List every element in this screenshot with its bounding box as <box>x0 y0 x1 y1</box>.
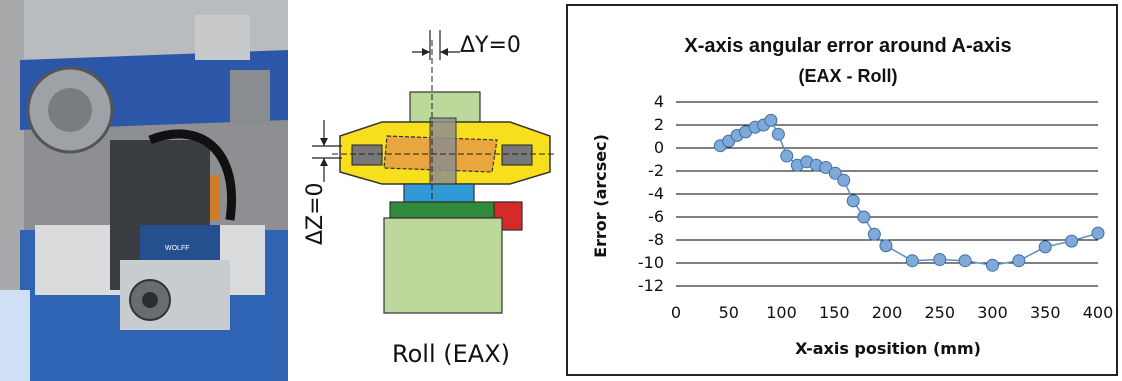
x-tick-label: 200 <box>872 303 903 322</box>
chart-panel: X-axis angular error around A-axis (EAX … <box>566 4 1118 376</box>
y-ticks: 4 2 0 -2 -4 -6 -8 -10 -12 <box>638 92 664 295</box>
x-tick-label: 350 <box>1030 303 1061 322</box>
data-point <box>1091 226 1105 240</box>
x-tick-label: 0 <box>671 303 681 322</box>
x-tick-label: 300 <box>977 303 1008 322</box>
y-tick-label: -4 <box>648 184 664 203</box>
data-point <box>867 227 881 241</box>
x-axis-label: X-axis position (mm) <box>795 339 981 358</box>
label-plate: WOLFF <box>165 245 190 252</box>
data-point <box>764 113 778 127</box>
data-point <box>1065 234 1079 248</box>
y-tick-label: -8 <box>648 230 664 249</box>
data-point <box>1012 254 1026 268</box>
blue-block <box>403 183 475 203</box>
data-point <box>837 173 851 187</box>
data-point <box>828 166 842 180</box>
data-point <box>819 161 833 175</box>
data-point <box>905 254 919 268</box>
base-block <box>383 217 503 314</box>
data-points <box>713 113 1105 272</box>
x-tick-label: 250 <box>924 303 955 322</box>
data-point <box>771 127 785 141</box>
data-point <box>846 194 860 208</box>
y-tick-label: 4 <box>654 92 664 111</box>
data-point <box>879 239 893 253</box>
data-point <box>1038 240 1052 254</box>
roll-schematic: ΔY=0 ΔZ=0 Roll (EAX) <box>303 30 557 368</box>
delta-z-label: ΔZ=0 <box>303 182 328 245</box>
data-point <box>933 253 947 267</box>
machine-photo: WOLFF <box>0 0 288 381</box>
data-point <box>986 258 999 272</box>
data-point <box>958 254 972 268</box>
schematic-caption: Roll (EAX) <box>392 340 510 368</box>
x-ticks: 0 50 100 150 200 250 300 350 400 <box>671 303 1113 322</box>
y-axis-label: Error (arcsec) <box>591 134 610 258</box>
data-point <box>780 149 794 163</box>
chart-subtitle: (EAX - Roll) <box>799 66 898 86</box>
error-chart: X-axis angular error around A-axis (EAX … <box>591 35 1113 358</box>
y-tick-label: -6 <box>648 207 664 226</box>
delta-y-label: ΔY=0 <box>460 33 521 58</box>
y-tick-label: -10 <box>638 253 664 272</box>
y-tick-label: -12 <box>638 276 664 295</box>
y-tick-label: -2 <box>648 161 664 180</box>
data-point <box>857 210 871 224</box>
x-tick-label: 150 <box>819 303 850 322</box>
x-tick-label: 400 <box>1083 303 1114 322</box>
x-tick-label: 50 <box>719 303 739 322</box>
x-tick-label: 100 <box>766 303 797 322</box>
chart-title: X-axis angular error around A-axis <box>684 35 1011 57</box>
y-tick-label: 2 <box>654 115 664 134</box>
y-tick-label: 0 <box>654 138 664 157</box>
